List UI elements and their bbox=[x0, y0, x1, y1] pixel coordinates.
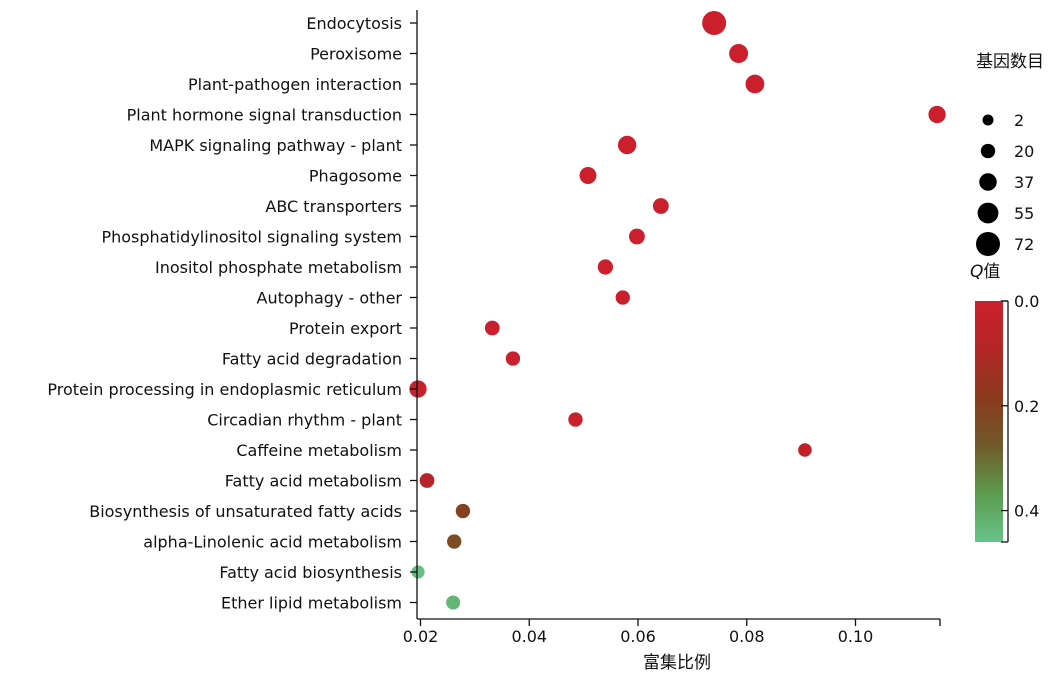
data-point bbox=[568, 412, 583, 427]
color-bar-tick-label: 0.4 bbox=[1014, 502, 1039, 521]
x-axis: 0.02 0.04 0.06 0.08 0.10 bbox=[403, 618, 941, 646]
size-legend-marker bbox=[980, 143, 996, 159]
data-point bbox=[702, 11, 727, 35]
data-point bbox=[579, 167, 597, 184]
data-point bbox=[745, 74, 765, 94]
size-legend-marker bbox=[982, 114, 994, 126]
x-tick-label: 0.06 bbox=[620, 627, 656, 646]
x-tick-label: 0.02 bbox=[403, 627, 439, 646]
color-legend-title-q: Q bbox=[970, 262, 983, 282]
y-tick-label: Plant hormone signal transduction bbox=[127, 106, 402, 125]
color-legend-title-rest: 值 bbox=[983, 262, 1000, 282]
size-legend-label: 20 bbox=[1014, 142, 1034, 161]
data-point bbox=[928, 105, 946, 124]
y-tick-label: Peroxisome bbox=[310, 45, 402, 64]
y-tick-label: Fatty acid metabolism bbox=[225, 472, 402, 491]
y-tick-label: MAPK signaling pathway - plant bbox=[149, 136, 402, 155]
y-tick-label: Biosynthesis of unsaturated fatty acids bbox=[89, 502, 402, 521]
y-tick-label: Endocytosis bbox=[306, 14, 402, 33]
color-legend: Q值 0.0 0.2 0.4 bbox=[970, 262, 1039, 543]
plot-area bbox=[409, 11, 946, 610]
y-tick-label: Autophagy - other bbox=[257, 289, 403, 308]
size-legend-label: 37 bbox=[1014, 173, 1034, 192]
y-tick-label: Fatty acid degradation bbox=[222, 350, 402, 369]
color-bar bbox=[975, 301, 1003, 542]
color-bar-tick-label: 0.0 bbox=[1014, 292, 1039, 311]
data-point bbox=[505, 351, 521, 366]
data-point bbox=[411, 565, 425, 579]
y-tick-label: Phagosome bbox=[309, 167, 402, 186]
size-legend: 基因数目 2 20 37 55 72 bbox=[976, 52, 1044, 256]
data-point bbox=[729, 44, 749, 63]
data-point bbox=[446, 595, 461, 610]
y-tick-label: Ether lipid metabolism bbox=[221, 594, 402, 613]
data-point bbox=[798, 443, 812, 457]
data-point bbox=[652, 198, 669, 214]
size-legend-marker bbox=[979, 173, 997, 191]
data-point bbox=[615, 290, 630, 305]
color-bar-tick-label: 0.2 bbox=[1014, 397, 1039, 416]
y-tick-label: Phosphatidylinositol signaling system bbox=[101, 228, 402, 247]
data-point bbox=[447, 534, 462, 549]
data-point bbox=[628, 228, 645, 245]
y-tick-label: Protein export bbox=[289, 319, 402, 338]
data-point bbox=[409, 380, 427, 398]
y-tick-label: Plant-pathogen interaction bbox=[188, 75, 402, 94]
x-tick-label: 0.10 bbox=[838, 627, 874, 646]
y-tick-label: Inositol phosphate metabolism bbox=[155, 258, 402, 277]
size-legend-marker bbox=[977, 202, 999, 224]
data-point bbox=[617, 135, 637, 155]
y-tick-label: Circadian rhythm - plant bbox=[207, 411, 402, 430]
x-axis-title: 富集比例 bbox=[643, 653, 711, 673]
data-point bbox=[597, 259, 614, 275]
size-legend-label: 55 bbox=[1014, 204, 1034, 223]
data-point bbox=[484, 320, 500, 336]
size-legend-marker bbox=[976, 232, 1000, 256]
y-axis: Endocytosis Peroxisome Plant-pathogen inte… bbox=[47, 10, 418, 619]
y-tick-label: Caffeine metabolism bbox=[236, 441, 402, 460]
x-tick-label: 0.08 bbox=[729, 627, 765, 646]
y-tick-label: ABC transporters bbox=[265, 197, 402, 216]
y-tick-label: Protein processing in endoplasmic reticu… bbox=[47, 380, 402, 399]
size-legend-title: 基因数目 bbox=[976, 52, 1044, 72]
data-point bbox=[419, 473, 435, 488]
y-tick-label: alpha-Linolenic acid metabolism bbox=[143, 533, 402, 552]
color-legend-title: Q值 bbox=[970, 262, 1000, 282]
data-point bbox=[455, 503, 471, 519]
y-tick-label: Fatty acid biosynthesis bbox=[219, 563, 402, 582]
size-legend-label: 72 bbox=[1014, 235, 1034, 254]
size-legend-label: 2 bbox=[1014, 111, 1024, 130]
x-tick-label: 0.04 bbox=[511, 627, 547, 646]
